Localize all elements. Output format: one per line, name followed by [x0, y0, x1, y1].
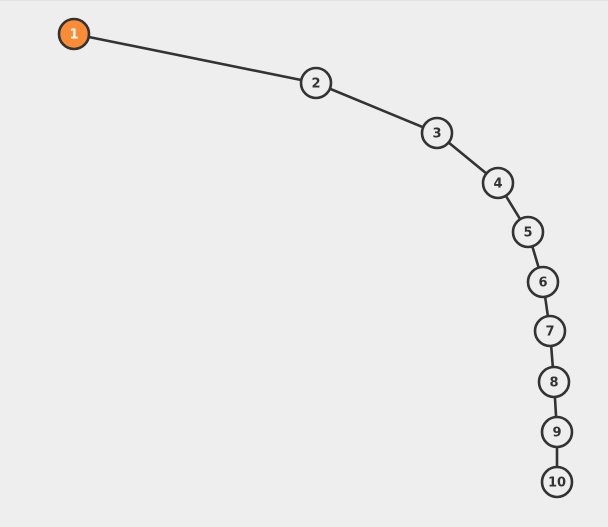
node-3[interactable]: 3: [420, 116, 454, 150]
node-8[interactable]: 8: [537, 365, 571, 399]
node-circle[interactable]: [526, 265, 560, 299]
node-1[interactable]: 1: [57, 17, 91, 51]
edge-2-3: [314, 81, 439, 135]
nodes-layer: 1 2 34 5 6 7 8 9 10: [57, 17, 574, 499]
node-4[interactable]: 4: [481, 166, 515, 200]
node-5[interactable]: 5: [511, 215, 545, 249]
node-6[interactable]: 6: [526, 265, 560, 299]
node-circle[interactable]: [511, 215, 545, 249]
node-circle[interactable]: [299, 66, 333, 100]
node-2[interactable]: 2: [299, 66, 333, 100]
edges-layer: [72, 32, 559, 484]
node-circle[interactable]: [533, 314, 567, 348]
node-circle[interactable]: [420, 116, 454, 150]
node-circle[interactable]: [537, 365, 571, 399]
node-circle[interactable]: [540, 465, 574, 499]
node-10[interactable]: 10: [540, 465, 574, 499]
node-circle[interactable]: [481, 166, 515, 200]
node-circle[interactable]: [57, 17, 91, 51]
node-circle[interactable]: [540, 415, 574, 449]
edge-1-2: [72, 32, 318, 85]
node-9[interactable]: 9: [540, 415, 574, 449]
node-7[interactable]: 7: [533, 314, 567, 348]
